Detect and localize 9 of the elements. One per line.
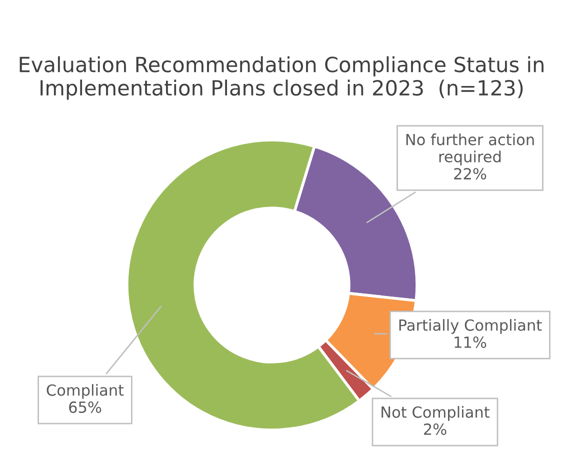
slice-label: No further action required (406, 134, 534, 166)
data-label: 65% (69, 401, 102, 413)
data-label: 11% (454, 336, 486, 348)
data-label: 2% (424, 423, 446, 435)
chart-title: Evaluation Recommendation Compliance Status in Implementation Plans closed in 2023 (n=123) (20, 56, 544, 100)
slice-label: Not Compliant (382, 406, 490, 421)
data-label: 22% (454, 168, 486, 180)
slice-label: Compliant (46, 384, 124, 399)
slice-label: Partially Compliant (399, 319, 542, 334)
